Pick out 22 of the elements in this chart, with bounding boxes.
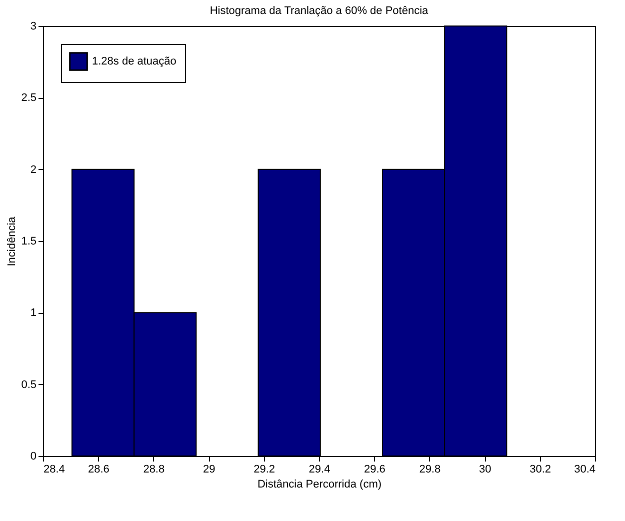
x-tick-label: 28.6: [88, 464, 110, 476]
x-axis-title: Distância Percorrida (cm): [257, 478, 382, 490]
y-tick-label: 3: [30, 20, 36, 32]
y-tick-label: 0.5: [21, 378, 36, 391]
x-tick-label: 29: [202, 464, 216, 476]
x-tick-label: 28.4: [44, 464, 65, 476]
x-tick-label: 30: [478, 464, 492, 476]
x-tick-label: 29.8: [419, 464, 441, 476]
x-tick-label: 29.6: [364, 464, 386, 476]
y-tick-label: 2: [30, 164, 36, 176]
y-tick-label: 1: [30, 307, 36, 320]
x-tick-label: 29.4: [308, 464, 330, 476]
legend-label: 1.28s de atuação: [92, 56, 176, 68]
x-tick-label: 30.4: [574, 464, 596, 476]
y-tick-label: 0: [30, 450, 36, 462]
x-tick-label: 30.2: [530, 464, 552, 476]
y-tick-label: 2.5: [21, 92, 36, 104]
y-axis-title: Incidência: [6, 216, 18, 266]
y-tick-label: 1.5: [21, 236, 36, 248]
chart-title: Histograma da Tranlação a 60% de Potência: [210, 5, 430, 17]
x-tick-label: 29.2: [254, 464, 276, 476]
x-tick-label: 28.8: [143, 464, 165, 476]
